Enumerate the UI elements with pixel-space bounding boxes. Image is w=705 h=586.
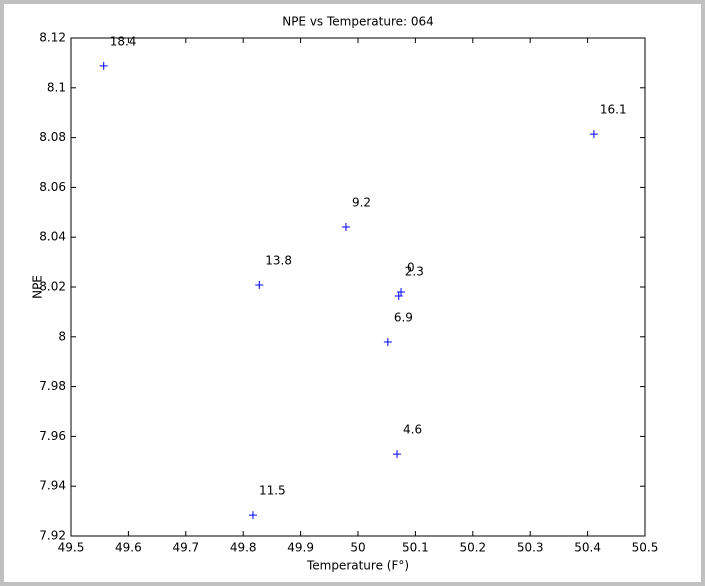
y-tick-label: 8.08 [39,130,66,144]
x-axis-label: Temperature (F°) [306,559,409,573]
point [589,130,598,139]
point [255,281,264,290]
point-label: 4.6 [403,423,422,437]
point-label: 16.1 [600,103,627,117]
x-tick-label: 50.3 [517,541,544,555]
point [341,222,350,231]
x-tick-label: 50.5 [632,541,659,555]
x-tick-label: 49.9 [287,541,314,555]
chart-title: NPE vs Temperature: 064 [282,15,434,29]
x-tick-label: 49.8 [230,541,257,555]
y-tick-label: 8.04 [39,230,66,244]
point [248,511,257,520]
y-tick-label: 8 [58,329,66,343]
y-tick-label: 8.06 [39,180,66,194]
x-tick-label: 50.1 [402,541,429,555]
point-label: 2.3 [405,264,424,278]
y-tick-label: 8.1 [47,80,66,94]
x-tick-label: 49.5 [58,541,85,555]
x-tick-label: 50.4 [574,541,601,555]
y-tick-label: 7.98 [39,379,66,393]
point [394,291,403,300]
point-label: 11.5 [259,484,286,498]
y-tick-label: 8.12 [39,31,66,45]
y-tick-label: 8.02 [39,280,66,294]
point-label: 13.8 [265,254,292,268]
y-tick-label: 7.92 [39,529,66,543]
y-axis-label: NPE [31,275,45,299]
x-tick-label: 50.2 [459,541,486,555]
point [383,338,392,347]
point-label: 0 [407,260,415,274]
point-label: 6.9 [394,311,413,325]
x-tick-label: 49.7 [172,541,199,555]
axes-box [70,37,646,537]
y-tick-label: 7.94 [39,479,66,493]
point-label: 18.4 [110,34,137,48]
point [393,450,402,459]
point-label: 9.2 [352,195,371,209]
point [99,61,108,70]
x-tick-label: 49.6 [115,541,142,555]
x-tick-label: 50 [350,541,365,555]
y-tick-label: 7.96 [39,429,66,443]
